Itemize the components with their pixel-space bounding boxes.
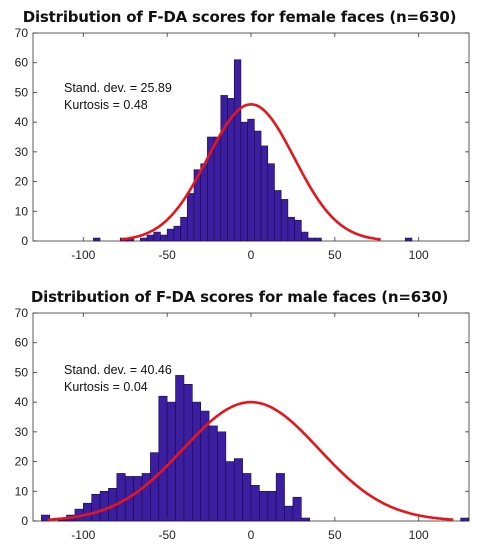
bars [93,59,413,242]
histogram-bar [294,219,302,242]
histogram-bar [240,121,248,242]
histogram-bar [267,163,275,242]
histogram-bar [260,145,269,242]
histogram-bar [140,237,148,242]
histogram-bar [233,458,243,522]
x-tick-label: 50 [328,528,342,542]
histogram-bar [217,431,227,522]
histogram-bar [83,502,92,522]
y-tick-label: 30 [15,425,29,439]
histogram-bar [150,452,160,522]
histogram-bar [275,473,285,522]
stat-annotation: Kurtosis = 0.04 [64,380,148,394]
y-tick-label: 70 [15,26,29,40]
histogram-bar [274,190,282,242]
histogram-bar [460,517,470,522]
histogram-bar [158,395,168,522]
histogram-bar [141,473,151,522]
histogram-bar [200,163,208,242]
histogram-bar [233,59,242,242]
histogram-bar [225,461,235,522]
histogram-bar [91,493,101,522]
histogram-bar [254,130,262,242]
chart-title: Distribution of F-DA scores for female f… [22,8,457,26]
x-tick-label: -100 [71,528,95,542]
x-tick-label: 100 [409,528,429,542]
stat-annotation: Stand. dev. = 40.46 [64,363,172,377]
y-tick-label: 20 [15,175,29,189]
histogram-bar [267,490,277,522]
histogram-bar [208,425,218,522]
y-tick-label: 0 [21,514,28,528]
y-tick-label: 30 [15,145,29,159]
x-tick-label: 0 [248,248,255,262]
female-histogram-panel: Distribution of F-DA scores for female f… [0,0,479,270]
histogram-bar [314,237,322,242]
x-tick-label: 50 [328,248,342,262]
histogram-bar [301,231,309,242]
y-tick-label: 60 [15,56,29,70]
histogram-bar [173,225,181,242]
histogram-bar [180,216,188,242]
histogram-bar [284,505,294,522]
histogram-bar [287,216,295,242]
histogram-bar [280,199,289,242]
y-tick-label: 60 [15,336,29,350]
histogram-bar [133,476,143,522]
histogram-bar [99,490,109,522]
female-histogram-chart: 0 10 20 30 40 50 60 70 -100 -50 0 50 100 Stand. dev. … [15,26,470,262]
histogram-bar [116,473,126,522]
x-tick-label: -50 [158,248,176,262]
histogram-bar [153,231,161,242]
normal-fit-curve [120,102,381,241]
normal-fit-curve [47,400,454,521]
y-tick-label: 10 [15,484,29,498]
y-tick-label: 40 [15,395,29,409]
histogram-bar [292,496,302,522]
histogram-bar [41,514,51,522]
x-tick-label: 0 [248,528,255,542]
y-tick-label: 50 [15,365,29,379]
y-tick-label: 40 [15,115,29,129]
histogram-bar [242,473,252,522]
x-tick-label: -50 [158,528,176,542]
histogram-bar [192,401,201,522]
x-tick-label: -100 [71,248,95,262]
male-histogram-chart: 0 10 20 30 40 50 60 70 -100 -50 0 50 100 Stand. dev. … [15,306,470,542]
y-tick-label: 0 [21,234,28,248]
x-tick-label: 100 [409,248,429,262]
histogram-bar [183,384,193,522]
histogram-bar [404,237,413,242]
chart-title: Distribution of F-DA scores for male fac… [30,288,449,306]
y-tick-label: 10 [15,204,29,218]
histogram-bar [213,136,222,242]
histogram-bar [160,234,168,242]
y-tick-label: 20 [15,455,29,469]
y-tick-label: 70 [15,306,29,320]
histogram-bar [186,193,195,242]
histogram-bar [220,95,228,242]
histogram-bar [93,237,101,242]
y-tick-label: 50 [15,85,29,99]
histogram-bar [259,490,269,522]
histogram-bar [307,237,316,242]
stat-annotation: Kurtosis = 0.48 [64,98,148,112]
histogram-bar [250,485,260,522]
male-histogram-panel: Distribution of F-DA scores for male fac… [0,280,479,550]
histogram-bar [301,517,310,522]
bars [41,375,470,522]
histogram-bar [247,118,255,242]
stat-annotation: Stand. dev. = 25.89 [64,81,172,95]
histogram-bar [146,234,155,242]
histogram-bar [166,228,175,242]
